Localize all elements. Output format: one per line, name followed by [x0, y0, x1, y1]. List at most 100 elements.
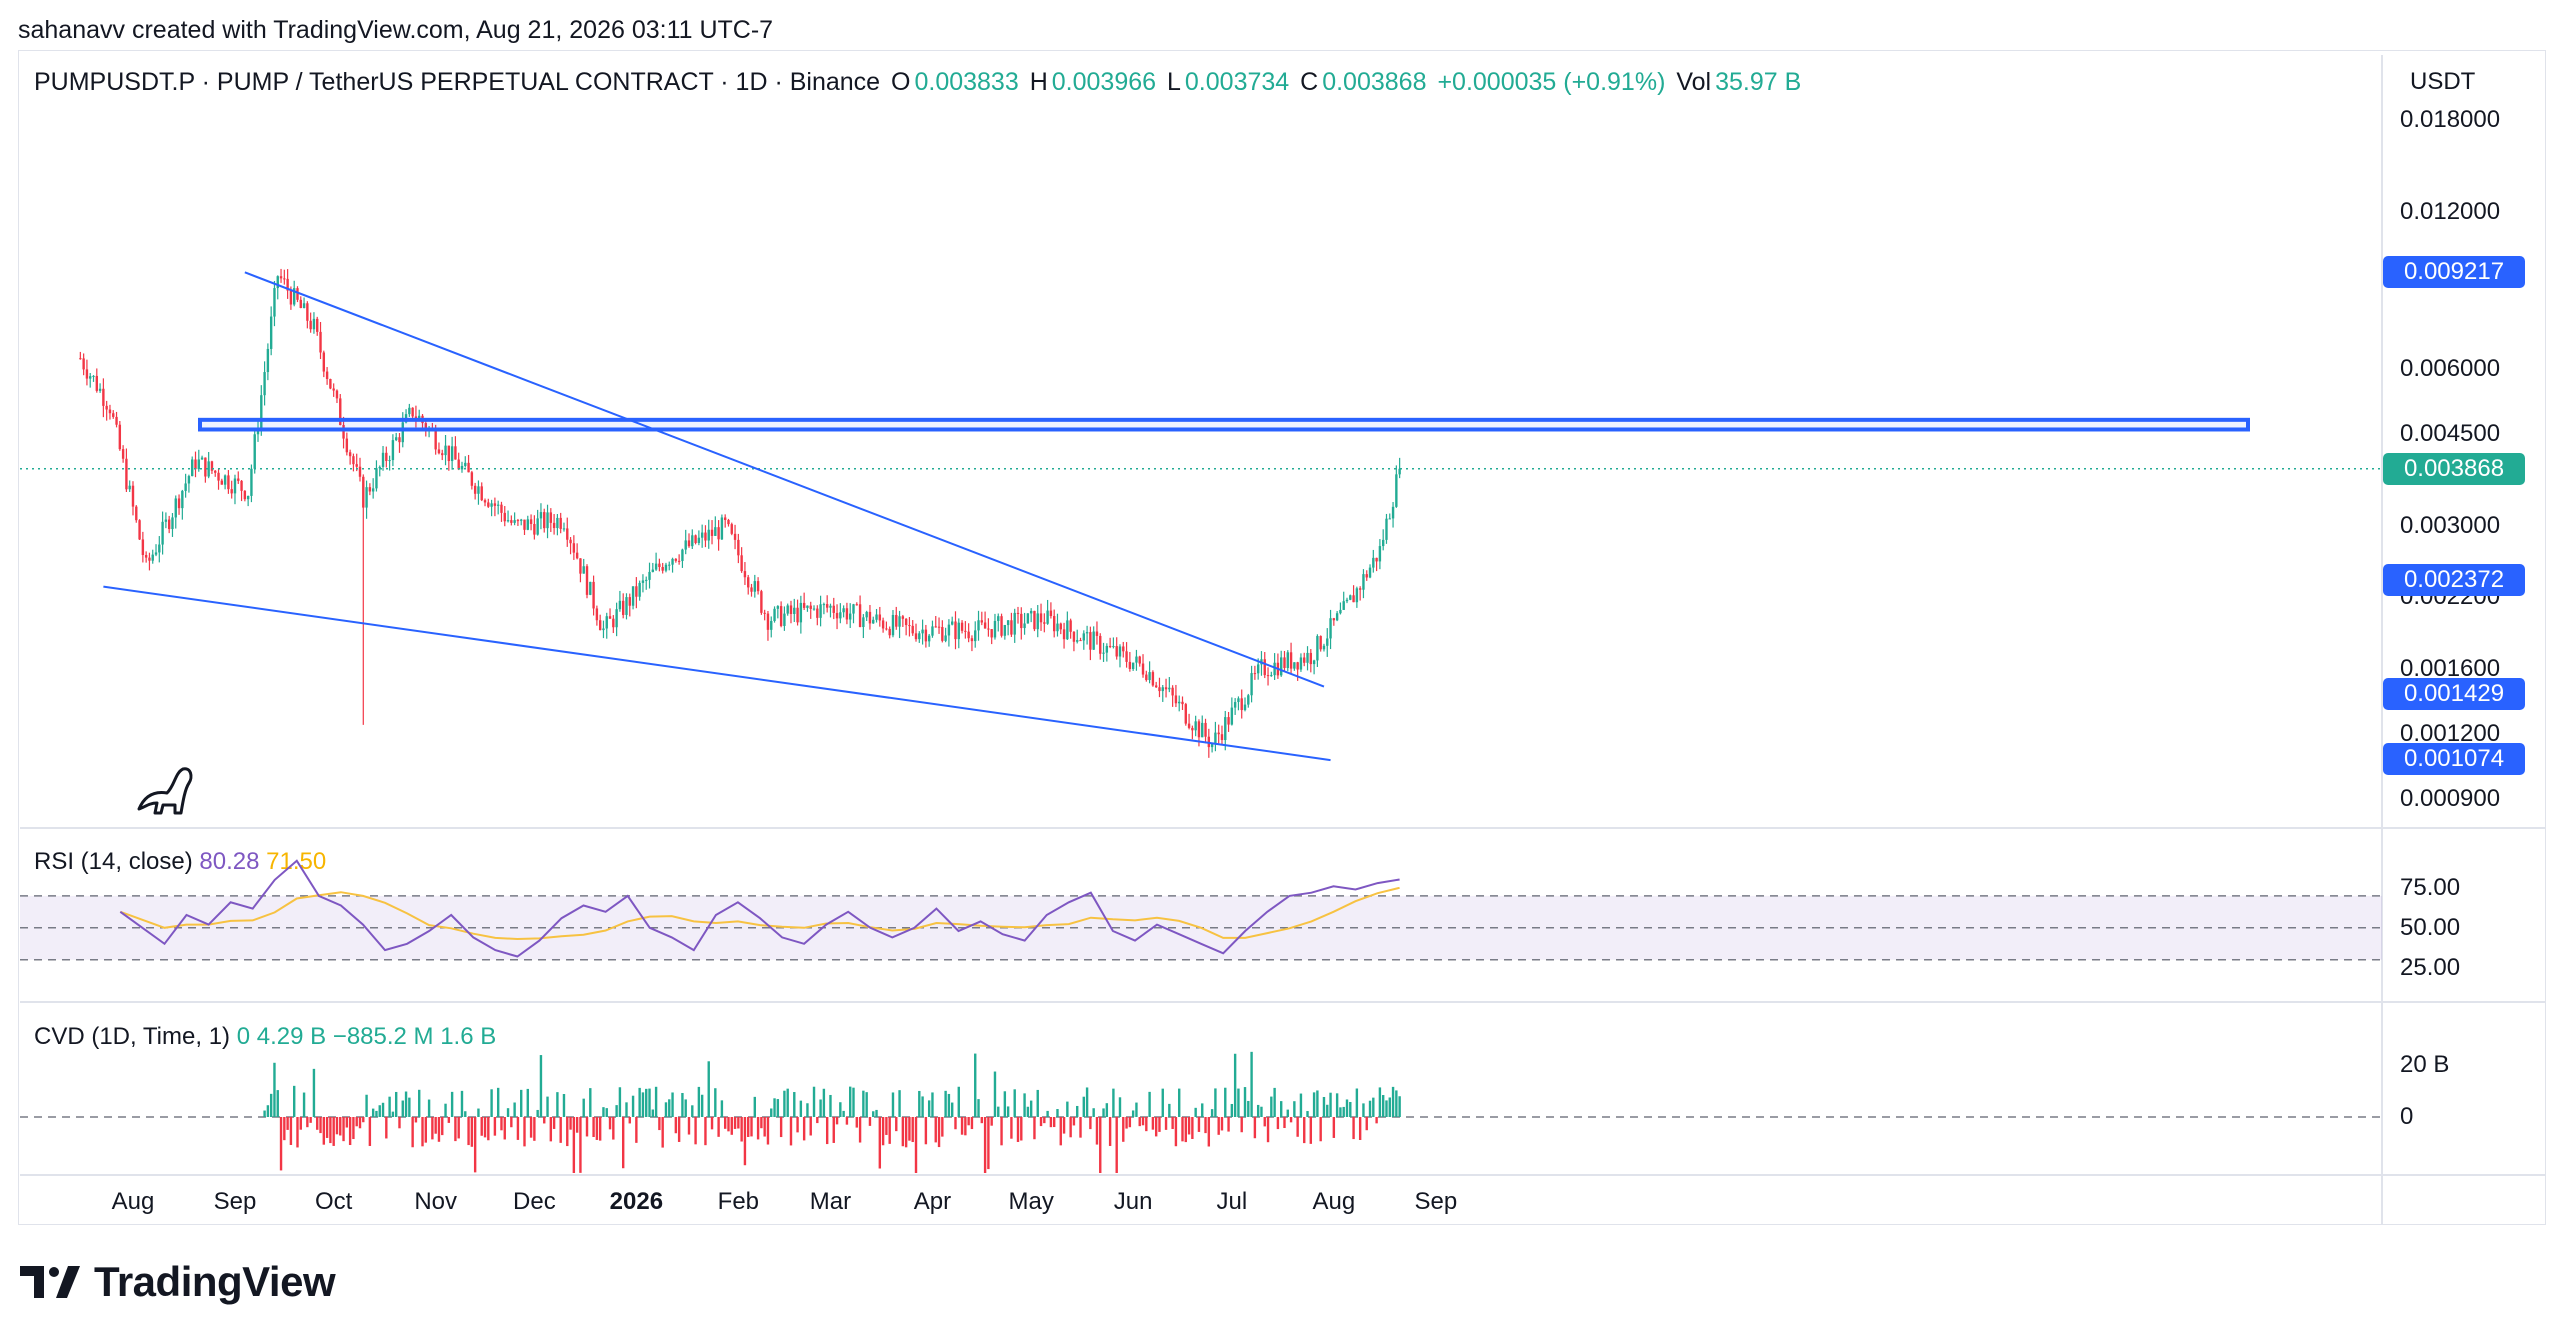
- cvd-bar: [348, 1117, 352, 1146]
- cvd-bar: [1237, 1088, 1240, 1117]
- cvd-bar: [750, 1117, 753, 1137]
- candle-body: [575, 552, 579, 559]
- candle-body: [237, 478, 240, 481]
- cvd-bar: [1299, 1093, 1303, 1117]
- cvd-bar: [1026, 1106, 1030, 1117]
- cvd-bar: [964, 1117, 967, 1136]
- cvd-bar: [638, 1087, 641, 1117]
- cvd-bar: [500, 1117, 503, 1131]
- cvd-bar: [822, 1088, 826, 1117]
- cvd-bar: [1112, 1088, 1115, 1117]
- candle-body: [1368, 567, 1372, 578]
- candle-body: [776, 606, 780, 609]
- candle-body: [371, 488, 375, 492]
- cvd-bar: [309, 1117, 312, 1123]
- cvd-title[interactable]: CVD (1D, Time, 1): [34, 1023, 231, 1050]
- candle-body: [1000, 616, 1003, 636]
- candle-body: [681, 549, 684, 561]
- candle-body: [737, 539, 740, 556]
- currency-label[interactable]: USDT: [2410, 68, 2476, 95]
- cvd-bar: [1332, 1117, 1336, 1138]
- candle-body: [214, 470, 217, 473]
- candle-body: [1306, 652, 1309, 663]
- cvd-bar: [891, 1092, 895, 1117]
- candle-body: [875, 614, 878, 620]
- candle-body: [368, 487, 372, 492]
- price-axis-label: 0.001200: [2400, 720, 2501, 748]
- cvd-bar: [918, 1090, 921, 1117]
- candle-body: [240, 480, 243, 491]
- candle-body: [612, 618, 615, 628]
- candle-body: [1085, 632, 1089, 634]
- candle-body: [641, 580, 645, 583]
- candle-body: [835, 612, 839, 619]
- cvd-bar: [1023, 1093, 1026, 1117]
- candle-body: [1289, 652, 1293, 669]
- cvd-bar: [1398, 1096, 1401, 1117]
- cvd-bar: [516, 1117, 520, 1140]
- candle-body: [243, 490, 247, 500]
- candle-body: [1395, 474, 1398, 507]
- candle-body: [1303, 657, 1306, 663]
- candle-body: [569, 539, 572, 544]
- cvd-bar: [1178, 1088, 1181, 1117]
- cvd-bar: [483, 1117, 487, 1138]
- candle-body: [1217, 732, 1220, 735]
- cvd-bar: [342, 1117, 345, 1142]
- cvd-bar: [668, 1099, 671, 1117]
- candle-body: [424, 423, 427, 431]
- symbol-title[interactable]: PUMPUSDT.P · PUMP / TetherUS PERPETUAL C…: [34, 68, 881, 96]
- cvd-bar: [648, 1088, 651, 1117]
- cvd-bar: [793, 1092, 796, 1117]
- cvd-bar: [1230, 1103, 1234, 1117]
- candle-body: [279, 276, 283, 279]
- candle-body: [487, 502, 490, 507]
- candle-body: [898, 616, 901, 627]
- cvd-bar: [1154, 1117, 1158, 1137]
- candle-body: [125, 458, 128, 490]
- candle-body: [79, 358, 82, 360]
- candle-body: [895, 614, 898, 627]
- cvd-bar: [618, 1087, 622, 1117]
- candle-body: [1256, 664, 1260, 674]
- candle-body: [687, 540, 691, 547]
- cvd-bar: [447, 1117, 451, 1123]
- candle-body: [990, 629, 993, 638]
- cvd-bar: [266, 1105, 270, 1117]
- cvd-bar: [1243, 1087, 1247, 1117]
- candle-body: [230, 489, 233, 494]
- candle-body: [207, 461, 210, 477]
- candle-body: [546, 512, 549, 529]
- candle-body: [1072, 631, 1076, 642]
- candle-body: [1158, 687, 1161, 692]
- candle-body: [477, 486, 480, 494]
- candle-body: [1391, 506, 1395, 519]
- rsi-line: [119, 859, 1400, 958]
- candle-body: [993, 620, 997, 638]
- cvd-bar: [674, 1117, 678, 1134]
- candle-body: [148, 557, 151, 561]
- candle-body: [299, 299, 302, 308]
- rsi-title[interactable]: RSI (14, close): [34, 848, 193, 875]
- cvd-bar: [414, 1117, 418, 1123]
- cvd-bar: [1286, 1109, 1289, 1117]
- candle-body: [319, 331, 322, 353]
- cvd-bar: [510, 1117, 513, 1128]
- candle-body: [108, 409, 112, 414]
- cvd-bar: [1079, 1117, 1082, 1138]
- open-label: O: [891, 68, 911, 96]
- candle-body: [858, 604, 862, 628]
- candle-body: [1145, 674, 1148, 681]
- candle-body: [1263, 659, 1266, 676]
- cvd-bar: [506, 1108, 510, 1117]
- time-axis-label: 2026: [609, 1188, 664, 1215]
- cvd-bar: [302, 1092, 306, 1117]
- candle-body: [444, 445, 447, 456]
- cvd-bar: [391, 1111, 395, 1117]
- candle-body: [1398, 468, 1401, 475]
- candle-body: [865, 611, 868, 618]
- cvd-bar: [293, 1085, 296, 1117]
- cvd-bar: [1204, 1117, 1207, 1134]
- cvd-bar: [1352, 1117, 1355, 1140]
